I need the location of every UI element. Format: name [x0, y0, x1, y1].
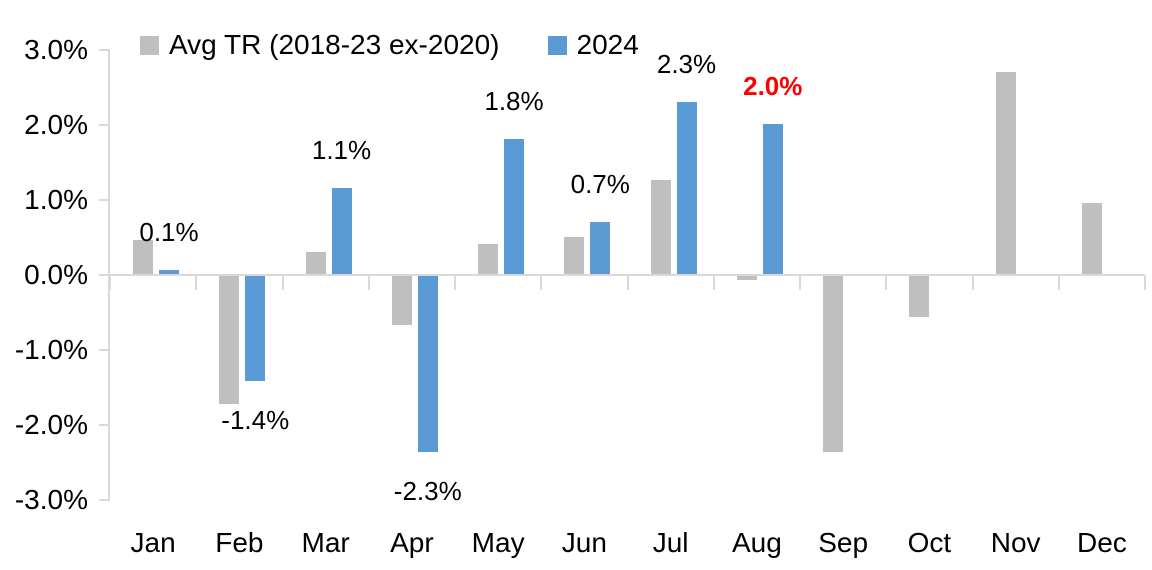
bar-2024-aug: [762, 124, 783, 274]
y-axis-label-3.0: 3.0%: [24, 34, 88, 65]
x-axis-tick: [1057, 276, 1060, 290]
x-axis-label-nov: Nov: [990, 527, 1041, 558]
y-axis-line: [108, 49, 110, 501]
y-axis-tick: [99, 499, 110, 501]
x-axis-tick: [195, 276, 198, 290]
x-axis-tick: [367, 276, 370, 290]
legend-label-2024: 2024: [576, 29, 639, 60]
bar-avg-tr-apr: [391, 276, 412, 325]
x-axis-label-oct: Oct: [907, 527, 952, 558]
y-axis-label-0.0: 0.0%: [24, 259, 88, 290]
y-axis-label-1.0: 1.0%: [24, 184, 88, 215]
x-axis-label-may: May: [471, 527, 525, 558]
y-axis-tick: [99, 49, 110, 51]
bar-2024-mar: [331, 187, 352, 274]
x-axis-label-jan: Jan: [130, 527, 176, 558]
bar-avg-tr-may: [478, 244, 498, 274]
bar-avg-tr-jun: [564, 236, 585, 274]
y-axis-tick: [99, 349, 110, 351]
bar-avg-tr-mar: [305, 251, 326, 274]
y-axis-tick: [99, 199, 110, 201]
x-axis-label-dec: Dec: [1076, 527, 1127, 558]
x-axis-label-sep: Sep: [818, 527, 869, 558]
bar-2024-feb: [245, 276, 266, 381]
x-axis-label-aug: Aug: [731, 527, 782, 558]
data-label-may: 1.8%: [484, 86, 544, 116]
data-label-jul: 2.3%: [656, 48, 717, 79]
x-axis-tick: [885, 276, 888, 290]
bar-avg-tr-jan: [133, 240, 153, 274]
y-axis-tick: [99, 274, 110, 276]
y-axis-tick: [99, 424, 110, 426]
y-axis-label-2.0: 2.0%: [24, 109, 88, 140]
x-axis-tick: [712, 276, 715, 290]
x-axis-label-apr: Apr: [390, 527, 434, 558]
y-axis-label--1.0: -1.0%: [14, 334, 88, 365]
x-axis-label-jul: Jul: [652, 527, 689, 558]
bar-2024-jan: [159, 270, 179, 274]
x-axis-tick: [454, 276, 456, 290]
bar-avg-tr-nov: [995, 71, 1016, 274]
bar-avg-tr-sep: [823, 276, 843, 453]
bar-avg-tr-feb: [219, 276, 240, 404]
x-axis-tick: [109, 276, 111, 290]
data-label-feb: -1.4%: [221, 405, 290, 435]
y-axis-label--2.0: -2.0%: [14, 409, 88, 440]
bar-2024-jun: [590, 221, 611, 274]
bar-2024-may: [504, 139, 524, 274]
y-axis-label--3.0: -3.0%: [14, 484, 88, 515]
y-axis-tick: [99, 124, 110, 126]
x-axis-tick: [1144, 276, 1146, 290]
x-axis-label-jun: Jun: [561, 527, 607, 558]
data-label-apr: -2.3%: [393, 476, 462, 507]
x-axis-tick: [540, 276, 543, 290]
x-axis-tick: [971, 276, 974, 290]
x-axis-label-mar: Mar: [301, 527, 350, 558]
data-label-jan: 0.1%: [139, 217, 199, 248]
x-axis-tick: [281, 276, 284, 290]
x-axis-tick: [799, 276, 801, 290]
data-label-jun: 0.7%: [570, 168, 630, 199]
x-axis-zero-line: [110, 274, 1145, 276]
bar-avg-tr-oct: [909, 276, 930, 318]
bar-avg-tr-jul: [650, 180, 671, 274]
data-label-aug: 2.0%: [743, 71, 803, 101]
x-axis-tick: [626, 276, 629, 290]
bar-avg-tr-dec: [1081, 202, 1102, 274]
x-axis-label-feb: Feb: [215, 527, 264, 558]
bar-2024-apr: [417, 276, 438, 453]
data-label-mar: 1.1%: [311, 134, 372, 165]
legend-label-avg-tr: Avg TR (2018-23 ex-2020): [169, 29, 500, 60]
bar-avg-tr-aug: [736, 276, 757, 280]
chart-legend: Avg TR (2018-23 ex-2020) 2024: [140, 30, 639, 60]
legend-swatch-2024: [547, 35, 567, 55]
bar-2024-jul: [676, 101, 697, 274]
legend-swatch-avg-tr: [140, 35, 159, 55]
